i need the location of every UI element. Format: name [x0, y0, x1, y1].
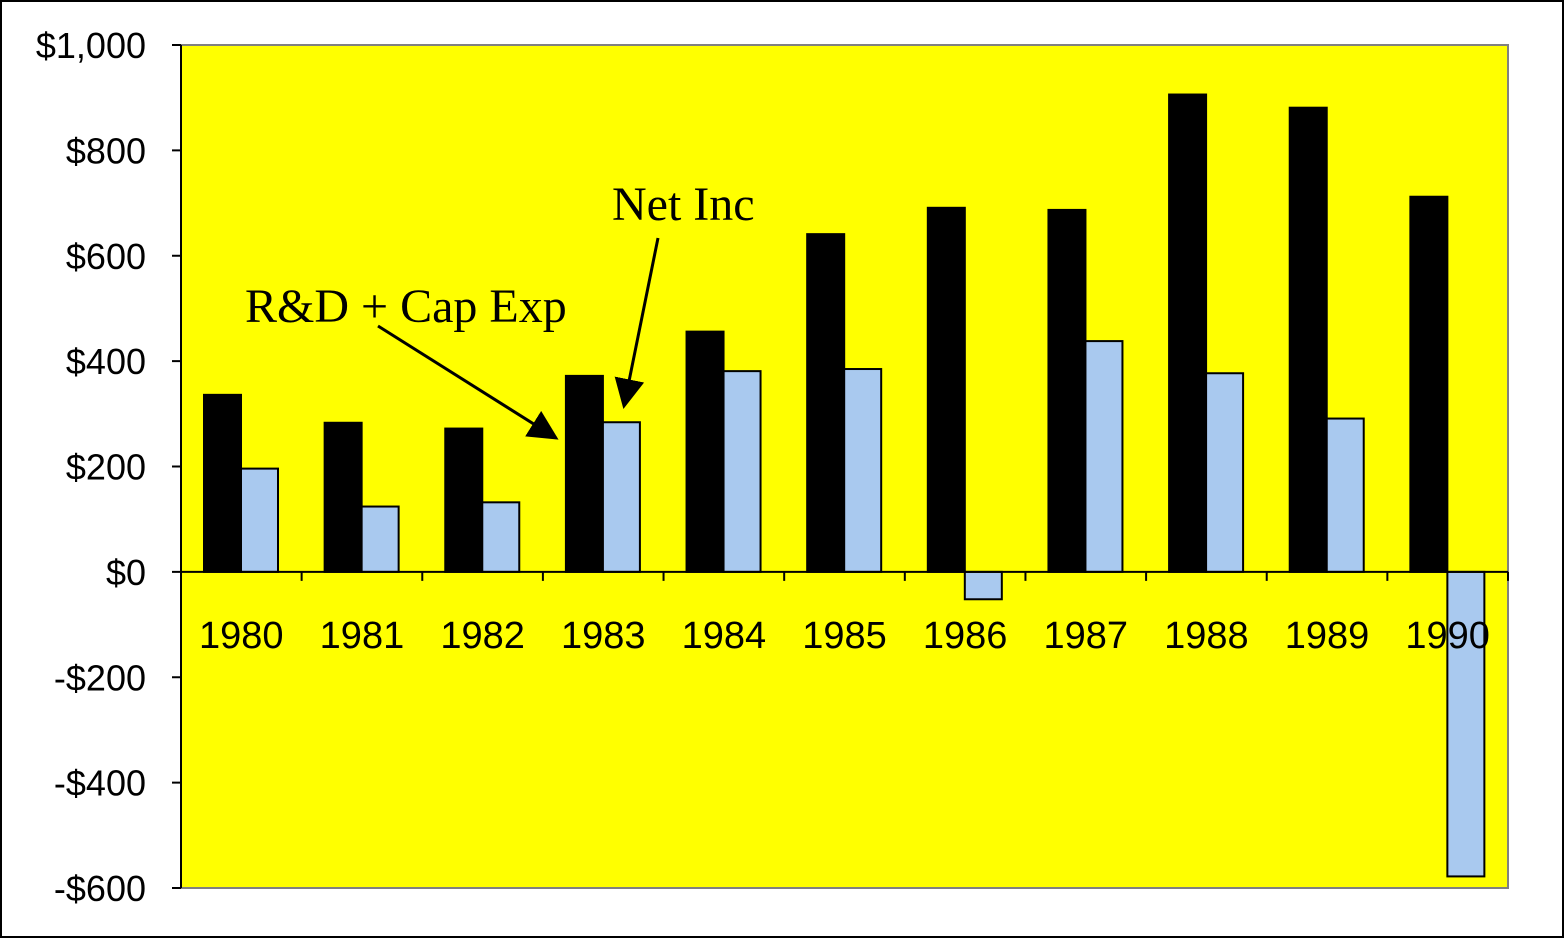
annotation-rd-capexp-arrow	[377, 324, 559, 440]
bar-s0-1982	[444, 427, 484, 573]
bar-s1-1988	[1205, 372, 1245, 573]
bar-s0-1981	[323, 421, 363, 573]
bar-s0-1984	[685, 330, 725, 573]
bar-s0-1983	[564, 374, 604, 573]
bar-s1-1982	[481, 501, 521, 573]
bar-s1-1980	[240, 467, 279, 573]
x-tick-label-1988: 1988	[1164, 615, 1249, 657]
y-tick-label: $1,000	[36, 25, 146, 66]
bar-s1-1985	[843, 368, 883, 573]
bar-s1-1984	[722, 370, 762, 573]
x-tick-label-1989: 1989	[1285, 615, 1370, 657]
annotation-net-inc: Net Inc	[612, 178, 755, 231]
annotation-net-inc-arrow	[614, 237, 660, 409]
bar-s0-1985	[806, 233, 846, 573]
y-axis: $1,000 $800 $600 $400 $200 $0 -$200 -$400 -$600	[36, 25, 181, 909]
x-tick-label-1982: 1982	[440, 615, 525, 657]
x-tick-label-1987: 1987	[1043, 615, 1128, 657]
bar-s1-1989	[1325, 417, 1365, 573]
bars-group	[203, 93, 1486, 878]
bar-s0-1980	[203, 393, 242, 573]
x-axis: 1980 1981 1982 1983 1984 1985 1986 1987 1988 1989…	[180, 571, 1509, 657]
y-tick-label: -$200	[54, 657, 146, 698]
y-tick-label: $400	[66, 341, 146, 382]
bar-s1-1983	[601, 421, 641, 573]
y-tick-label: $800	[66, 130, 146, 171]
bar-s1-1981	[360, 505, 400, 573]
x-tick-label-1980: 1980	[199, 615, 284, 657]
y-tick-label: $600	[66, 236, 146, 277]
y-tick-label: $0	[106, 552, 146, 593]
bar-s0-1986	[926, 206, 966, 573]
bar-s1-1986	[963, 570, 1003, 601]
bar-s0-1987	[1047, 208, 1087, 573]
bar-s1-1987	[1084, 340, 1124, 573]
x-tick-label-1986: 1986	[923, 615, 1008, 657]
x-tick-label-1990: 1990	[1405, 615, 1490, 657]
x-tick-label-1983: 1983	[561, 615, 646, 657]
y-tick-label: -$600	[54, 868, 146, 909]
bar-s0-1988	[1168, 93, 1208, 573]
bar-s0-1990	[1409, 195, 1449, 573]
x-tick-label-1984: 1984	[682, 615, 767, 657]
x-tick-label-1985: 1985	[802, 615, 887, 657]
bar-s1-1990	[1446, 570, 1486, 878]
x-tick-label-1981: 1981	[320, 615, 405, 657]
bar-s0-1989	[1288, 106, 1328, 573]
y-tick-label: $200	[66, 447, 146, 488]
annotation-rd-capexp: R&D + Cap Exp	[245, 280, 567, 333]
y-tick-label: -$400	[54, 763, 146, 804]
